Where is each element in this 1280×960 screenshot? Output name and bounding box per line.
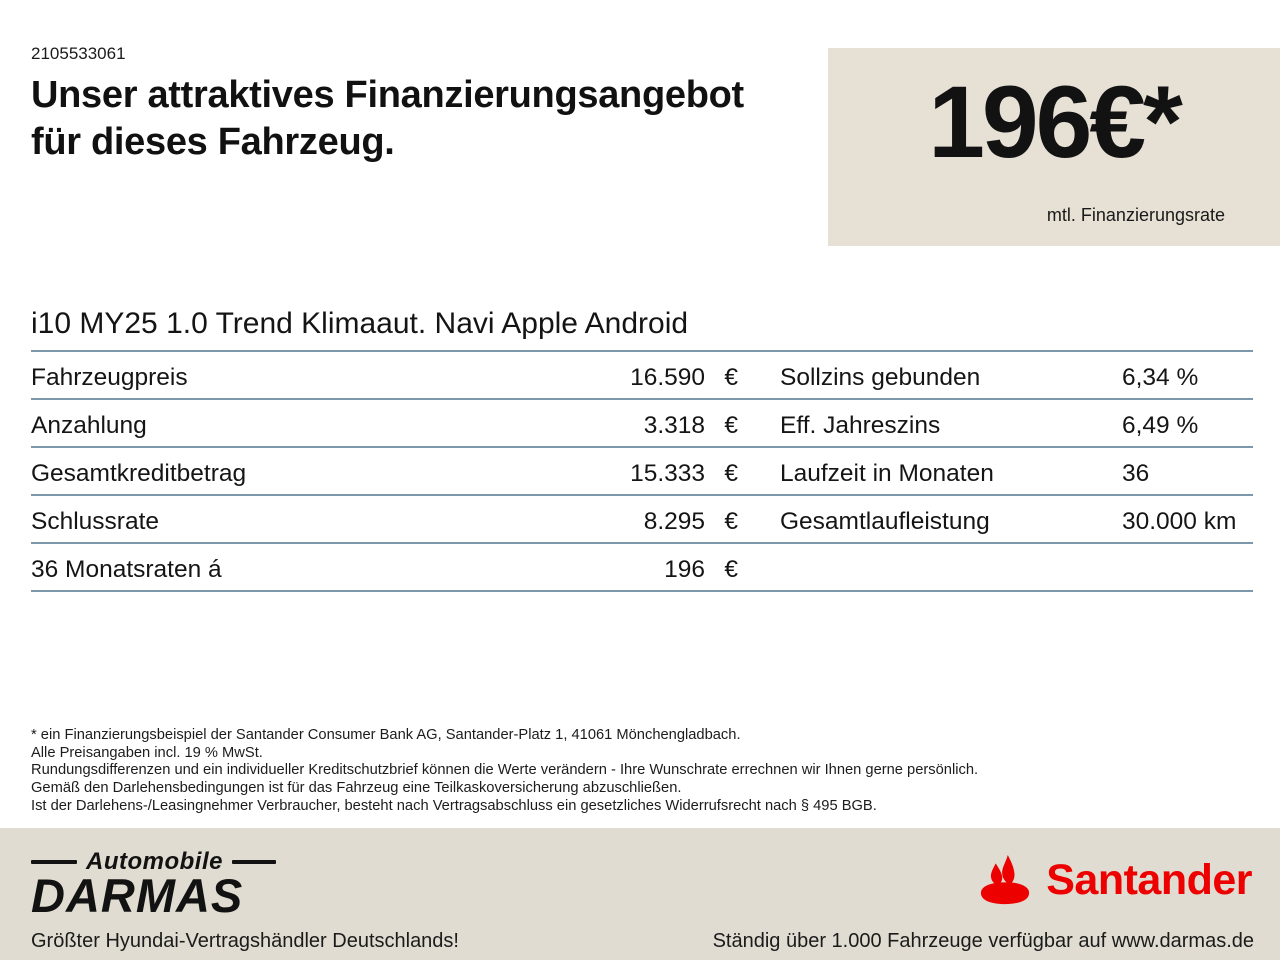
footnote-line: Rundungsdifferenzen und ein individuelle… [31,762,979,779]
santander-wordmark: Santander [1046,855,1252,904]
table-row: Fahrzeugpreis 16.590 € Sollzins gebunden… [31,352,1253,400]
row-value: 15.333 [630,460,705,487]
table-row: Gesamtkreditbetrag 15.333 € Laufzeit in … [31,448,1253,496]
headline-line-2: für dieses Fahrzeug. [31,121,395,163]
table-row: Schlussrate 8.295 € Gesamtlaufleistung 3… [31,496,1253,544]
row-label-right: Laufzeit in Monaten [780,460,994,487]
row-value: 8.295 [643,508,705,535]
row-label: Gesamtkreditbetrag [31,460,247,487]
dealer-logo: Automobile DARMAS [31,848,276,922]
footnote-line: Alle Preisangaben incl. 19 % MwSt. [31,744,263,761]
headline-line-1: Unser attraktives Finanzierungsangebot [31,74,744,116]
row-value-right [1122,584,1253,590]
santander-flame-icon [981,855,1030,905]
monthly-rate-amount: 196€* [928,65,1183,179]
row-label-right: Eff. Jahreszins [780,412,941,439]
footnote-line: Ist der Darlehens-/Leasingnehmer Verbrau… [31,797,877,814]
row-label: Fahrzeugpreis [31,364,188,391]
row-unit: € [724,460,738,487]
financing-table: Fahrzeugpreis 16.590 € Sollzins gebunden… [31,352,1253,592]
row-value-right: 36 [1122,460,1150,487]
page-title: Unser attraktives Finanzierungsangebot f… [31,72,744,166]
footer-availability-note: Ständig über 1.000 Fahrzeuge verfügbar a… [712,930,1254,952]
table-row: 36 Monatsraten á 196 € [31,544,1253,592]
dealer-tagline: Größter Hyundai-Vertragshändler Deutschl… [31,930,459,952]
legal-footnotes: * ein Finanzierungsbeispiel der Santande… [31,727,978,816]
vehicle-title: i10 MY25 1.0 Trend Klimaaut. Navi Apple … [31,306,1253,352]
monthly-rate-box: 196€* mtl. Finanzierungsrate [828,48,1280,246]
table-row: Anzahlung 3.318 € Eff. Jahreszins 6,49 % [31,400,1253,448]
monthly-rate-caption: mtl. Finanzierungsrate [1046,205,1225,225]
row-value-right: 6,34 % [1122,364,1199,391]
row-value-right: 6,49 % [1122,412,1199,439]
footer-bar: Automobile DARMAS Größter Hyundai-Vertra… [0,828,1280,960]
row-label-right [780,584,1122,590]
row-label: Schlussrate [31,508,160,535]
row-value: 196 [664,556,705,583]
footnote-line: Gemäß den Darlehensbedingungen ist für d… [31,780,682,797]
footnote-line: * ein Finanzierungsbeispiel der Santande… [31,727,741,743]
row-value: 3.318 [643,412,705,439]
dealer-logo-top-text: Automobile [86,848,223,875]
vehicle-id-number: 2105533061 [31,44,126,63]
row-label: 36 Monatsraten á [31,556,222,583]
dealer-logo-automobile: Automobile [31,848,276,876]
row-label: Anzahlung [31,412,147,439]
logo-rule-left [31,860,77,864]
row-unit: € [724,508,738,535]
row-label-right: Sollzins gebunden [780,364,981,391]
row-unit: € [724,556,738,583]
row-unit: € [724,412,738,439]
row-value: 16.590 [630,364,705,391]
row-value-right: 30.000 km [1122,508,1237,535]
santander-logo: Santander [977,855,1252,905]
row-label-right: Gesamtlaufleistung [780,508,990,535]
logo-rule-right [232,860,276,864]
row-unit: € [724,364,738,391]
dealer-logo-darmas: DARMAS [31,869,244,922]
